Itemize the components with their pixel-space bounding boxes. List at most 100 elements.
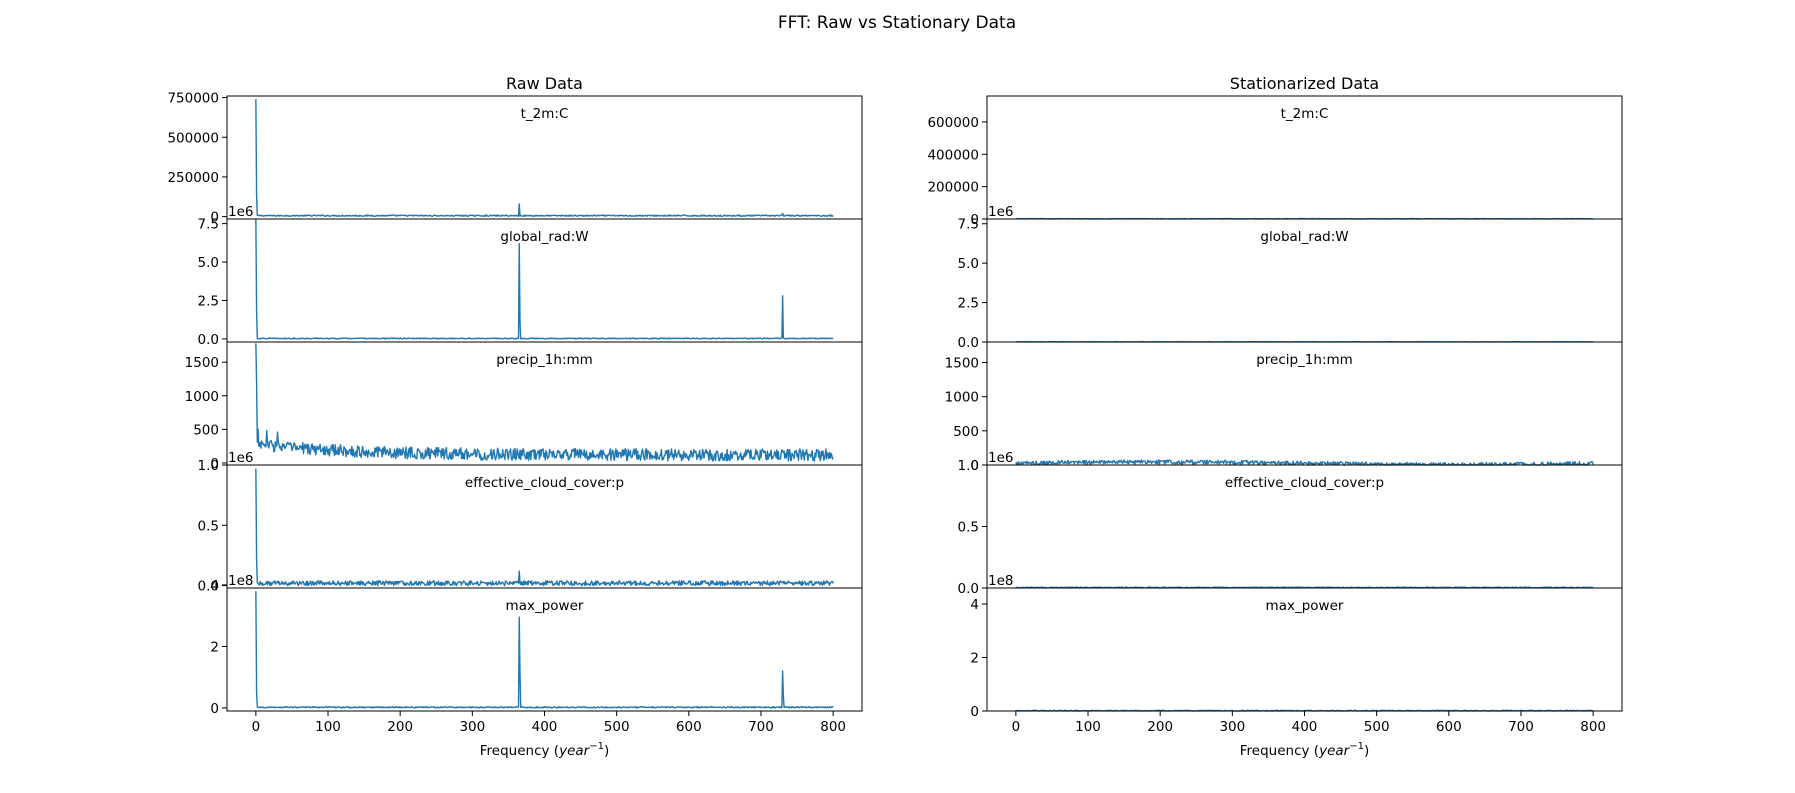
subplot-global-rad-w: 0.0 2.5 5.0 7.5 global_rad:W 1e6: [198, 204, 863, 348]
panel-stationarized: Stationarized Data0200000400000600000t_2…: [927, 74, 1623, 759]
series-label: max_power: [506, 598, 584, 614]
panels: Raw Data0250000500000750000t_2m:C0.02.55…: [167, 74, 1623, 759]
x-axis-label-exp: −1: [1349, 741, 1364, 752]
subplot-t-2m-c: 0 250000 500000 750000 t_2m:C: [167, 91, 863, 226]
x-axis-label-var: year: [558, 743, 591, 759]
y-tick-label: 500: [193, 422, 219, 438]
subplot-effective-cloud-cover-p: 0.0 0.5 1.0 effective_cloud_cover:p 1e6: [958, 450, 1623, 597]
series-label: t_2m:C: [1281, 106, 1329, 122]
y-tick-label: 2.5: [198, 293, 219, 309]
y-tick-label: 2: [970, 651, 979, 667]
x-axis-label-close: ): [604, 743, 609, 759]
series-label: effective_cloud_cover:p: [465, 475, 624, 491]
subplot-max-power: 0 2 4 max_power 1e8 0 100 200 300 400 500 600 700 800: [970, 573, 1623, 735]
x-tick-label: 200: [1147, 719, 1173, 735]
series-line: [255, 218, 834, 340]
x-axis-label-text: Frequency (: [480, 743, 559, 759]
subplot-effective-cloud-cover-p: 0.0 0.5 1.0 effective_cloud_cover:p 1e6: [198, 450, 863, 595]
series-label: global_rad:W: [500, 229, 588, 245]
axis-offset-text: 1e6: [988, 204, 1013, 220]
y-tick-label: 7.5: [958, 217, 979, 233]
axis-offset-text: 1e6: [988, 450, 1013, 466]
y-tick-label: 0.0: [958, 581, 979, 597]
y-tick-label: 0: [970, 704, 979, 720]
x-tick-label: 500: [1364, 719, 1390, 735]
x-tick-label: 600: [1436, 719, 1462, 735]
y-tick-label: 0: [970, 458, 979, 474]
series-label: max_power: [1266, 598, 1344, 614]
x-tick-label: 100: [1075, 719, 1101, 735]
series-line: [1015, 459, 1594, 466]
y-tick-label: 0: [210, 210, 219, 226]
x-tick-label: 800: [1580, 719, 1606, 735]
y-tick-label: 0.0: [958, 335, 979, 351]
y-tick-label: 0.0: [198, 579, 219, 595]
series-line: [255, 99, 834, 218]
series-label: precip_1h:mm: [496, 352, 593, 368]
axis-offset-text: 1e6: [228, 450, 253, 466]
y-tick-label: 200000: [927, 180, 979, 196]
x-axis-label-text: Frequency (: [1240, 743, 1319, 759]
x-axis-label-exp: −1: [589, 741, 604, 752]
y-tick-label: 0.5: [198, 518, 219, 534]
x-axis-label-close: ): [1364, 743, 1369, 759]
y-tick-label: 7.5: [198, 217, 219, 233]
y-tick-label: 750000: [167, 91, 219, 107]
y-tick-label: 250000: [167, 170, 219, 186]
series-label: effective_cloud_cover:p: [1225, 475, 1384, 491]
series-label: t_2m:C: [521, 106, 569, 122]
y-tick-label: 0: [970, 212, 979, 228]
panel-title: Stationarized Data: [1230, 74, 1379, 93]
y-tick-label: 0: [210, 456, 219, 472]
series-label: precip_1h:mm: [1256, 352, 1353, 368]
x-tick-label: 600: [676, 719, 702, 735]
x-tick-label: 300: [459, 719, 485, 735]
x-axis-label: Frequency (year−1): [1240, 741, 1369, 759]
y-tick-label: 1500: [185, 355, 219, 371]
x-tick-label: 500: [604, 719, 630, 735]
axis-offset-text: 1e8: [988, 573, 1013, 589]
axis-offset-text: 1e6: [228, 204, 253, 220]
y-tick-label: 1.0: [958, 458, 979, 474]
subplot-global-rad-w: 0.0 2.5 5.0 7.5 global_rad:W 1e6: [958, 204, 1623, 351]
series-line: [255, 343, 834, 462]
y-tick-label: 4: [210, 578, 219, 594]
x-tick-label: 800: [820, 719, 846, 735]
y-tick-label: 600000: [927, 115, 979, 131]
y-tick-label: 1.0: [198, 458, 219, 474]
x-axis-label: Frequency (year−1): [480, 741, 609, 759]
x-tick-label: 0: [252, 719, 261, 735]
y-tick-label: 0: [210, 701, 219, 717]
y-tick-label: 500000: [167, 130, 219, 146]
subplot-precip-1h-mm: 0 500 1000 1500 precip_1h:mm: [185, 341, 863, 472]
y-tick-label: 2: [210, 639, 219, 655]
axis-offset-text: 1e8: [228, 573, 253, 589]
x-tick-label: 100: [315, 719, 341, 735]
x-tick-label: 700: [1508, 719, 1534, 735]
y-tick-label: 5.0: [198, 255, 219, 271]
panel-title: Raw Data: [506, 74, 583, 93]
series-line: [255, 591, 834, 709]
y-tick-label: 0.0: [198, 332, 219, 348]
x-tick-label: 0: [1012, 719, 1021, 735]
subplot-t-2m-c: 0 200000 400000 600000 t_2m:C: [927, 95, 1623, 228]
subplot-max-power: 0 2 4 max_power 1e8 0 100 200 300 400 500 600 700 800: [210, 573, 863, 735]
subplot-precip-1h-mm: 0 500 1000 1500 precip_1h:mm: [945, 341, 1623, 474]
y-tick-label: 4: [970, 597, 979, 613]
y-tick-label: 1500: [945, 356, 979, 372]
x-tick-label: 700: [748, 719, 774, 735]
x-tick-label: 300: [1219, 719, 1245, 735]
x-tick-label: 200: [387, 719, 413, 735]
y-tick-label: 5.0: [958, 256, 979, 272]
series-label: global_rad:W: [1260, 229, 1348, 245]
x-tick-label: 400: [1292, 719, 1318, 735]
y-tick-label: 2.5: [958, 296, 979, 312]
y-tick-label: 400000: [927, 147, 979, 163]
figure-title: FFT: Raw vs Stationary Data: [778, 13, 1016, 33]
x-tick-label: 400: [532, 719, 558, 735]
y-tick-label: 0.5: [958, 520, 979, 536]
y-tick-label: 500: [953, 424, 979, 440]
y-tick-label: 1000: [185, 389, 219, 405]
